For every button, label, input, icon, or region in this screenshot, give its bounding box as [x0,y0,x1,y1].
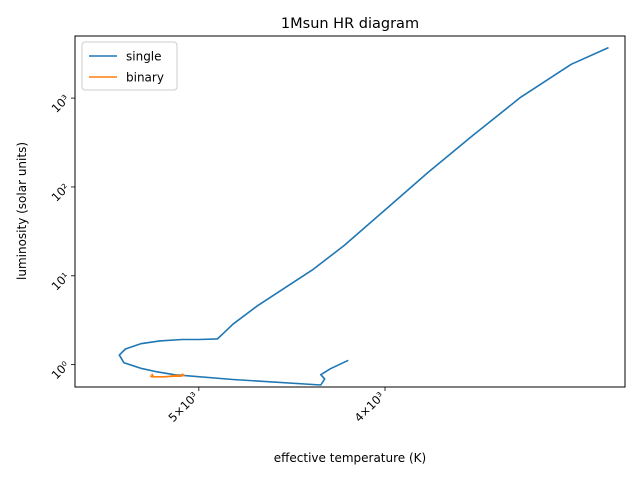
legend-label-binary: binary [126,71,164,85]
x-axis-label: effective temperature (K) [274,451,426,465]
y-axis-label: luminosity (solar units) [15,142,29,280]
series-layer [118,46,609,386]
axes-frame [74,35,626,388]
legend: single binary [81,41,178,91]
chart-title: 1Msun HR diagram [281,16,419,32]
legend-label-single: single [126,50,162,64]
legend-box [81,41,178,91]
series-line-single [118,46,609,386]
series-line-binary [149,373,185,378]
